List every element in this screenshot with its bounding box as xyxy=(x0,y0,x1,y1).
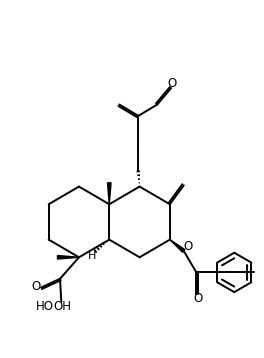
Polygon shape xyxy=(107,183,111,204)
Text: O: O xyxy=(193,292,202,305)
Text: HO: HO xyxy=(36,300,54,313)
Polygon shape xyxy=(58,256,79,259)
Polygon shape xyxy=(170,240,185,252)
Text: O: O xyxy=(184,240,193,253)
Text: H: H xyxy=(88,251,97,261)
Text: OH: OH xyxy=(54,300,72,313)
Text: O: O xyxy=(168,77,177,90)
Text: O: O xyxy=(31,280,41,293)
